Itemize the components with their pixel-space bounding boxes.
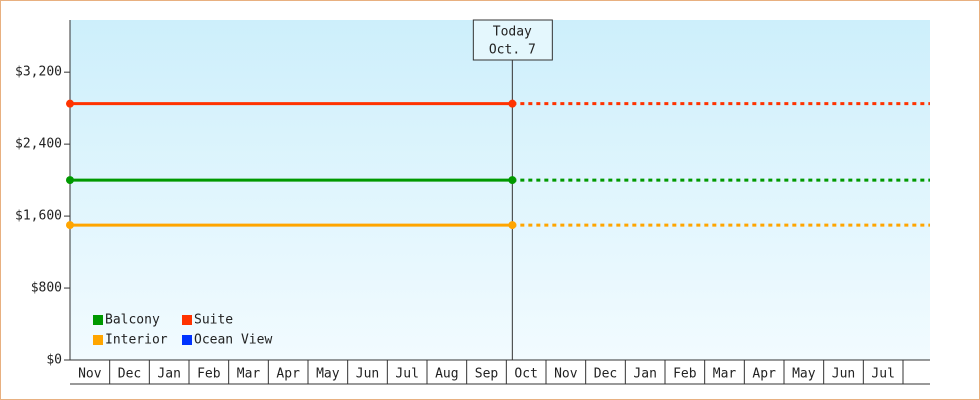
today-label: Today <box>493 25 532 40</box>
legend-swatch <box>93 315 103 325</box>
y-tick-label: $1,600 <box>15 209 62 224</box>
x-tick-label: Aug <box>435 367 458 382</box>
point <box>508 176 517 185</box>
x-tick-label: Mar <box>713 367 737 382</box>
legend-label: Suite <box>194 313 233 328</box>
x-tick-label: Apr <box>752 367 776 382</box>
y-tick-label: $3,200 <box>15 65 62 80</box>
legend-swatch <box>93 335 103 345</box>
x-tick-label: Apr <box>276 367 300 382</box>
plot-area <box>70 20 930 360</box>
x-tick-label: Nov <box>78 367 102 382</box>
x-tick-label: Nov <box>554 367 578 382</box>
point <box>508 221 517 230</box>
x-tick-label: Jan <box>157 367 180 382</box>
x-tick-label: Feb <box>673 367 697 382</box>
legend-label: Interior <box>105 333 168 348</box>
x-tick-label: Jul <box>395 367 418 382</box>
today-box <box>472 19 553 61</box>
legend-label: Balcony <box>105 313 160 328</box>
point <box>66 99 74 108</box>
legend-label: Ocean View <box>194 333 272 348</box>
x-tick-label: Dec <box>594 367 617 382</box>
x-tick-label: Sep <box>475 367 499 382</box>
legend-swatch <box>182 335 192 345</box>
x-tick-label: Jul <box>871 367 894 382</box>
x-tick-label: Dec <box>118 367 141 382</box>
x-tick-label: Jun <box>356 367 379 382</box>
x-tick-label: Mar <box>237 367 261 382</box>
y-tick-label: $2,400 <box>15 137 62 152</box>
point <box>66 221 74 230</box>
x-tick-label: Jun <box>832 367 855 382</box>
point <box>66 176 74 185</box>
x-tick-label: Feb <box>197 367 221 382</box>
x-tick-label: May <box>316 367 340 382</box>
y-tick-label: $800 <box>31 281 62 296</box>
x-tick-label: Jan <box>633 367 656 382</box>
x-tick-label: May <box>792 367 816 382</box>
point <box>508 99 517 108</box>
today-date: Oct. 7 <box>489 43 536 58</box>
legend-swatch <box>182 315 192 325</box>
y-tick-label: $0 <box>46 353 62 368</box>
x-tick-label: Oct <box>514 367 537 382</box>
